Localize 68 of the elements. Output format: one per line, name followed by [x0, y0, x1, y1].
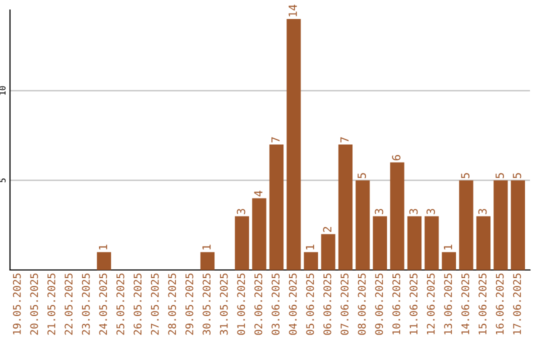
- x-tick-label: 20.05.2025: [30, 274, 38, 335]
- x-tick-label: 09.06.2025: [375, 274, 383, 335]
- data-label: 3: [426, 208, 435, 214]
- data-label: 1: [202, 244, 211, 250]
- x-tick-label: 06.06.2025: [323, 274, 332, 335]
- x-tick-label: 28.05.2025: [168, 274, 176, 335]
- x-tick-label: 17.06.2025: [513, 274, 521, 334]
- x-tick-label: 13.06.2025: [444, 274, 452, 334]
- x-tick-label: 05.06.2025: [306, 274, 314, 335]
- x-tick-label: 26.05.2025: [134, 274, 142, 335]
- data-label: 3: [374, 208, 384, 214]
- data-label: 7: [340, 137, 349, 142]
- bar: [321, 234, 336, 270]
- data-label: 14: [288, 4, 297, 16]
- data-label: 2: [323, 227, 332, 232]
- data-label: 1: [98, 244, 108, 250]
- bar: [200, 252, 215, 270]
- x-tick-label: 01.06.2025: [237, 274, 246, 335]
- x-tick-label: 16.06.2025: [496, 274, 504, 334]
- x-tick-label: 10.06.2025: [392, 274, 400, 334]
- data-label: 3: [478, 208, 487, 214]
- data-label: 4: [254, 190, 262, 196]
- bar: [338, 144, 353, 270]
- data-label: 3: [409, 208, 418, 214]
- data-label: 5: [358, 173, 366, 178]
- data-label: 5: [496, 173, 504, 178]
- x-tick-label: 30.05.2025: [202, 274, 211, 335]
- x-tick-label: 11.06.2025: [410, 274, 418, 334]
- bar: [510, 180, 525, 270]
- bar: [372, 216, 388, 270]
- bar: [96, 252, 112, 270]
- bar: [304, 252, 318, 270]
- bar: [459, 180, 474, 270]
- bar: [494, 180, 508, 270]
- x-tick-label: 25.05.2025: [116, 274, 124, 335]
- data-label: 1: [306, 244, 314, 250]
- x-tick-label: 14.06.2025: [461, 274, 470, 334]
- bar: [269, 144, 284, 270]
- x-tick-label: 27.05.2025: [150, 274, 159, 335]
- bar: [286, 18, 301, 270]
- bar: [442, 252, 456, 270]
- bar: [476, 216, 491, 270]
- x-tick-label: 21.05.2025: [47, 274, 56, 335]
- x-tick-label: 08.06.2025: [358, 274, 366, 335]
- x-tick-label: 24.05.2025: [99, 274, 108, 335]
- bar: [390, 162, 404, 270]
- x-tick-label: 22.05.2025: [64, 274, 73, 335]
- data-label: 6: [392, 155, 400, 160]
- bar: [234, 216, 250, 270]
- bar: [356, 180, 370, 270]
- data-label: 3: [236, 208, 246, 214]
- x-tick-label: 15.06.2025: [478, 274, 486, 334]
- x-tick-label: 23.05.2025: [82, 274, 90, 335]
- bar: [424, 216, 439, 270]
- x-tick-label: 04.06.2025: [288, 274, 297, 335]
- bar: [407, 216, 422, 270]
- x-tick-label: 29.05.2025: [185, 274, 194, 335]
- x-tick-label: 02.06.2025: [254, 274, 262, 335]
- data-label: 7: [271, 137, 280, 142]
- data-label: 1: [444, 244, 452, 250]
- bar: [252, 198, 266, 270]
- x-tick-label: 19.05.2025: [12, 274, 21, 334]
- x-tick-label: 31.05.2025: [220, 274, 228, 335]
- data-label: 5: [512, 173, 522, 178]
- data-label: 5: [461, 173, 470, 178]
- x-tick-label: 03.06.2025: [272, 274, 280, 335]
- x-tick-label: 12.06.2025: [426, 274, 435, 334]
- x-tick-label: 07.06.2025: [340, 274, 349, 335]
